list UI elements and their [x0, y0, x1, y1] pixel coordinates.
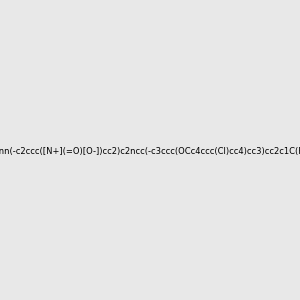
- Text: Cc1nn(-c2ccc([N+](=O)[O-])cc2)c2ncc(-c3ccc(OCc4ccc(Cl)cc4)cc3)cc2c1C(F)(F)F: Cc1nn(-c2ccc([N+](=O)[O-])cc2)c2ncc(-c3c…: [0, 147, 300, 156]
